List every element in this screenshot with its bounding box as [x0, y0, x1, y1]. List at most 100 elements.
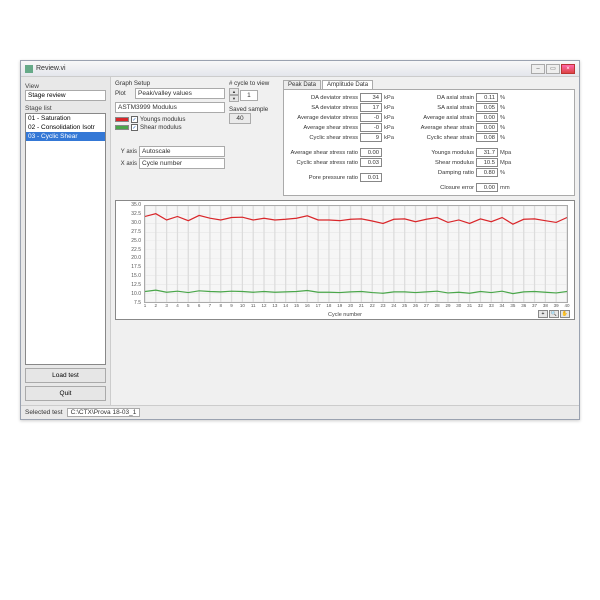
- window-title: Review.vi: [36, 65, 66, 72]
- x-tick-label: 11: [249, 303, 257, 308]
- y-tick-label: 35.0: [121, 202, 141, 208]
- y-tick-label: 7.5: [121, 300, 141, 306]
- x-tick-label: 31: [466, 303, 474, 308]
- tab-peak-data[interactable]: Peak Data: [283, 80, 321, 89]
- stage-item[interactable]: 02 - Consolidation Isotr: [26, 123, 105, 132]
- legend-checkbox[interactable]: ✓: [131, 116, 138, 123]
- data-value: 0.00: [476, 183, 498, 192]
- minimize-button[interactable]: –: [531, 64, 545, 74]
- main-panel: Graph Setup Plot Peak/valley values ASTM…: [111, 77, 579, 405]
- data-value: 0.80: [476, 168, 498, 177]
- data-row: Closure error 0.00 mm: [404, 183, 514, 192]
- data-label: Average deviator stress: [288, 115, 358, 121]
- stage-list-label: Stage list: [25, 105, 106, 112]
- data-value: 0.00: [476, 123, 498, 132]
- data-unit: Mpa: [500, 150, 514, 156]
- legend-label: Shear modulus: [140, 124, 182, 131]
- data-row: Damping ratio 0.80 %: [404, 168, 514, 177]
- data-unit: kPa: [384, 125, 398, 131]
- data-row: Youngs modulus 31.7 Mpa: [404, 148, 514, 157]
- data-label: DA deviator stress: [288, 95, 358, 101]
- y-axis-select[interactable]: Autoscale: [139, 146, 225, 157]
- data-unit: kPa: [384, 115, 398, 121]
- chart: ASTM3999 Modulus (MPa) 7.510.012.515.017…: [115, 200, 575, 320]
- y-tick-label: 25.0: [121, 238, 141, 244]
- data-value: 0.00: [360, 148, 382, 157]
- x-tick-label: 14: [282, 303, 290, 308]
- x-tick-label: 32: [476, 303, 484, 308]
- cycle-up-button[interactable]: ▲: [229, 88, 239, 95]
- data-row: Pore pressure ratio 0.01: [288, 173, 398, 182]
- x-tick-label: 8: [217, 303, 225, 308]
- y-axis-label: Y axis: [115, 149, 137, 155]
- data-unit: kPa: [384, 135, 398, 141]
- data-value: 0.03: [360, 158, 382, 167]
- window-body: View Stage review Stage list 01 - Satura…: [21, 77, 579, 405]
- data-panel: Peak DataAmplitude Data DA deviator stre…: [283, 80, 575, 196]
- app-icon: [25, 65, 33, 73]
- data-row: Average shear stress -0 kPa: [288, 123, 398, 132]
- data-value: 0.01: [360, 173, 382, 182]
- maximize-button[interactable]: ▭: [546, 64, 560, 74]
- data-row: Cyclic shear stress ratio 0.03: [288, 158, 398, 167]
- load-test-button[interactable]: Load test: [25, 368, 106, 383]
- stage-item[interactable]: 01 - Saturation: [26, 114, 105, 123]
- modulus-select[interactable]: ASTM3999 Modulus: [115, 102, 225, 113]
- data-unit: %: [500, 115, 514, 121]
- legend-row: ✓ Youngs modulus: [115, 116, 225, 123]
- app-window: Review.vi – ▭ × View Stage review Stage …: [20, 60, 580, 420]
- x-tick-label: 5: [184, 303, 192, 308]
- data-label: Closure error: [404, 185, 474, 191]
- x-tick-label: 9: [228, 303, 236, 308]
- y-tick-label: 20.0: [121, 255, 141, 261]
- titlebar[interactable]: Review.vi – ▭ ×: [21, 61, 579, 77]
- legend-swatch: [115, 117, 129, 122]
- legend-checkbox[interactable]: ✓: [131, 124, 138, 131]
- data-label: Pore pressure ratio: [288, 175, 358, 181]
- data-value: 34: [360, 93, 382, 102]
- cycle-down-button[interactable]: ▼: [229, 95, 239, 102]
- view-select[interactable]: Stage review: [25, 90, 106, 101]
- x-tick-label: 19: [336, 303, 344, 308]
- plot-select[interactable]: Peak/valley values: [135, 88, 225, 99]
- data-label: Damping ratio: [404, 170, 474, 176]
- quit-button[interactable]: Quit: [25, 386, 106, 401]
- cycle-input[interactable]: 1: [240, 90, 258, 101]
- x-tick-label: 30: [455, 303, 463, 308]
- data-value: -0: [360, 123, 382, 132]
- data-value: 31.7: [476, 148, 498, 157]
- graph-setup-panel: Graph Setup Plot Peak/valley values ASTM…: [115, 80, 225, 196]
- data-label: Average axial strain: [404, 115, 474, 121]
- x-tick-label: 28: [433, 303, 441, 308]
- data-unit: mm: [500, 185, 514, 191]
- data-label: SA axial strain: [404, 105, 474, 111]
- data-label: Average shear stress: [288, 125, 358, 131]
- chart-tool-pan[interactable]: ✋: [560, 310, 570, 318]
- data-row: Cyclic shear stress 9 kPa: [288, 133, 398, 142]
- tab-amplitude-data[interactable]: Amplitude Data: [322, 80, 373, 89]
- x-axis-select[interactable]: Cycle number: [139, 158, 225, 169]
- data-value: 10.5: [476, 158, 498, 167]
- y-tick-label: 17.5: [121, 264, 141, 270]
- close-button[interactable]: ×: [561, 64, 575, 74]
- selected-test-path: C:\CTX\Prova 18-03_1: [67, 408, 141, 417]
- data-label: Shear modulus: [404, 160, 474, 166]
- data-row: SA deviator stress 17 kPa: [288, 103, 398, 112]
- x-tick-label: 15: [292, 303, 300, 308]
- chart-plotarea[interactable]: 7.510.012.515.017.520.022.525.027.530.03…: [144, 205, 568, 303]
- chart-tool-crosshair[interactable]: +: [538, 310, 548, 318]
- legend-row: ✓ Shear modulus: [115, 124, 225, 131]
- x-tick-label: 24: [390, 303, 398, 308]
- x-tick-label: 34: [498, 303, 506, 308]
- x-tick-label: 33: [487, 303, 495, 308]
- data-value: 0.05: [476, 103, 498, 112]
- selected-test-label: Selected test: [25, 409, 63, 416]
- x-tick-label: 37: [531, 303, 539, 308]
- chart-tool-zoom[interactable]: 🔍: [549, 310, 559, 318]
- cycle-panel: # cycle to view ▲ ▼ 1 Saved sample 40: [229, 80, 279, 196]
- stage-item[interactable]: 03 - Cyclic Shear: [26, 132, 105, 141]
- stage-listbox[interactable]: 01 - Saturation02 - Consolidation Isotr0…: [25, 113, 106, 365]
- data-label: SA deviator stress: [288, 105, 358, 111]
- data-label: Cyclic shear stress ratio: [288, 160, 358, 166]
- graph-setup-title: Graph Setup: [115, 80, 225, 87]
